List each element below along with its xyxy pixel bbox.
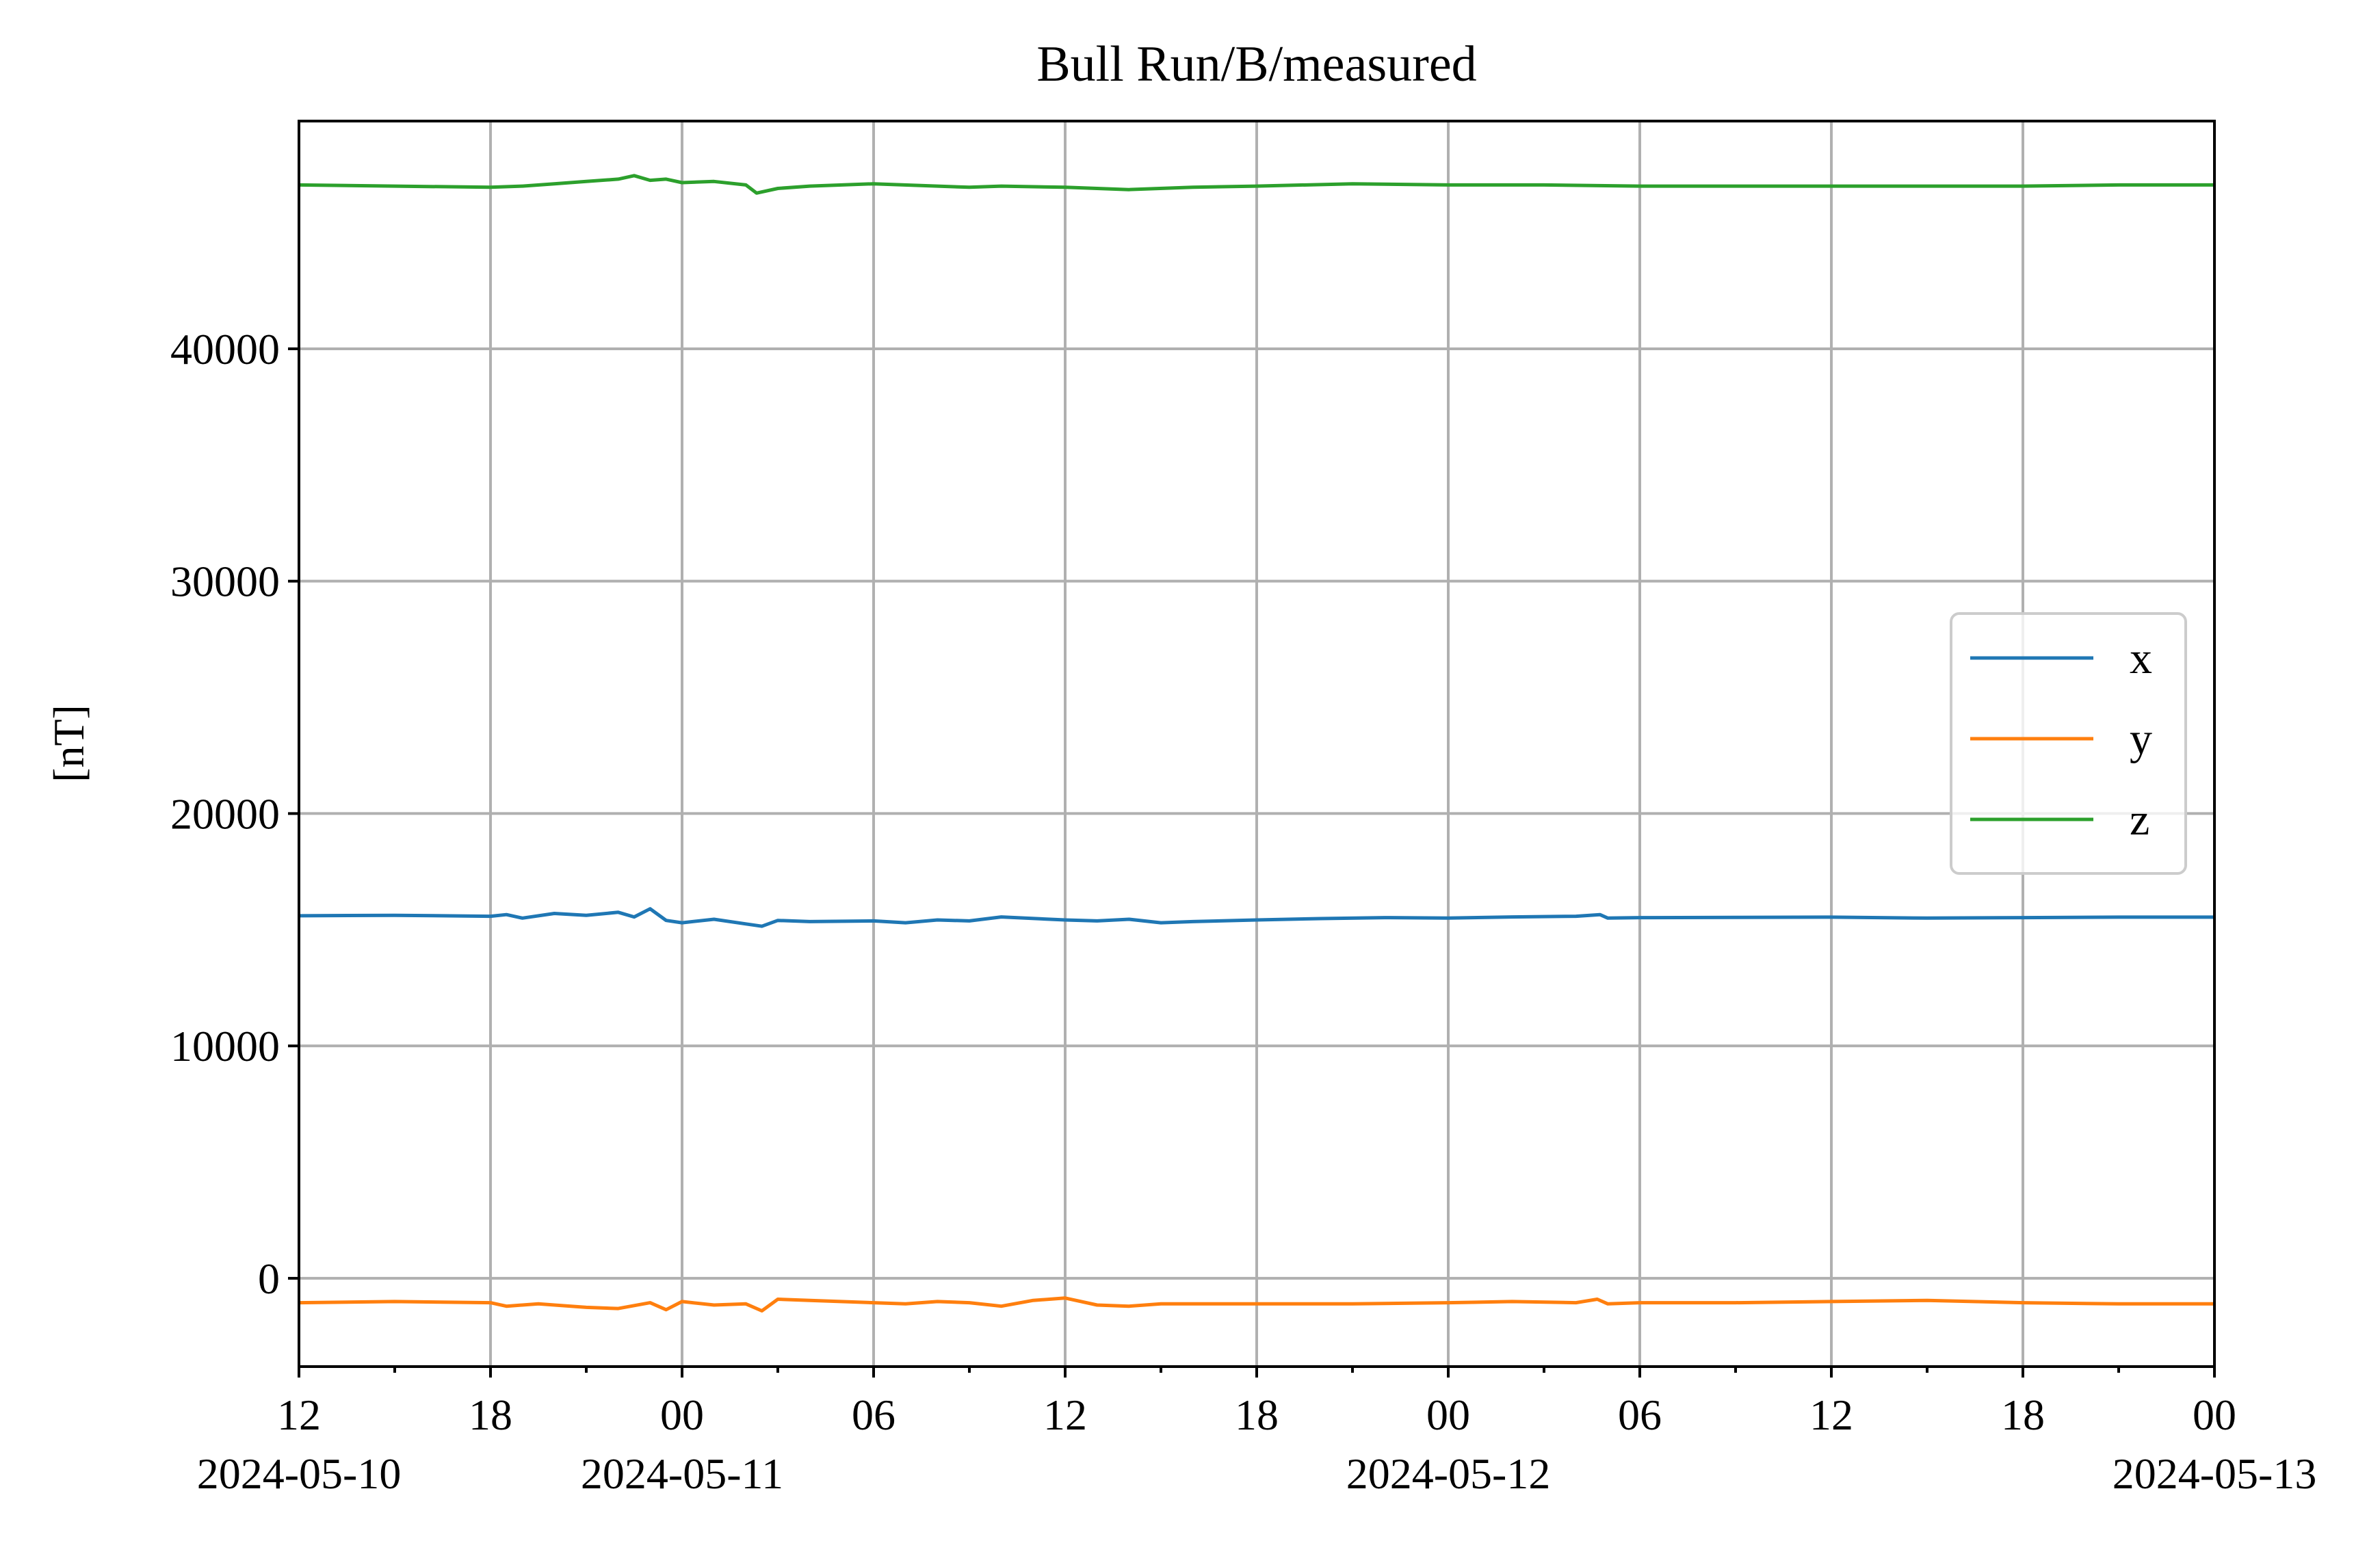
grid (299, 121, 2214, 1367)
y-axis: 0 10000 20000 30000 40000 (170, 325, 299, 1303)
x-tick-label: 12 (277, 1391, 321, 1439)
x-tick-label: 18 (1235, 1391, 1279, 1439)
series-line-z (298, 174, 2214, 195)
y-tick-label: 40000 (170, 325, 280, 373)
x-tick-label: 00 (660, 1391, 704, 1439)
x-tick-label: 00 (1426, 1391, 1470, 1439)
x-tick-label: 06 (852, 1391, 895, 1439)
x-tick-date-label: 2024-05-11 (581, 1449, 783, 1498)
legend-label-x: x (2130, 633, 2152, 683)
y-tick-label: 20000 (170, 789, 280, 838)
y-tick-label: 10000 (170, 1022, 280, 1070)
legend-label-z: z (2130, 795, 2149, 845)
x-tick-label: 00 (2193, 1391, 2236, 1439)
y-tick-label: 30000 (170, 557, 280, 606)
x-tick-label: 18 (469, 1391, 512, 1439)
y-tick-label: 0 (258, 1254, 280, 1303)
x-tick-label: 12 (1043, 1391, 1087, 1439)
legend: xyz (1950, 612, 2187, 875)
x-tick-label: 18 (2001, 1391, 2045, 1439)
plot-lines (298, 174, 2214, 1313)
series-line-x (298, 907, 2214, 928)
legend-label-y: y (2130, 714, 2152, 764)
y-axis-label: [nT] (44, 704, 93, 782)
legend-box (1950, 612, 2187, 875)
x-tick-date-label: 2024-05-12 (1346, 1449, 1551, 1498)
series-line-y (298, 1296, 2214, 1313)
x-tick-label: 12 (1809, 1391, 1853, 1439)
x-tick-date-label: 2024-05-13 (2113, 1449, 2317, 1498)
x-axis: 12 2024-05-10 18 00 2024-05-11 06 12 18 00 2024-0… (197, 1367, 2317, 1498)
x-tick-date-label: 2024-05-10 (197, 1449, 402, 1498)
x-tick-label: 06 (1618, 1391, 1662, 1439)
chart-title: Bull Run/B/measured (1036, 36, 1476, 92)
